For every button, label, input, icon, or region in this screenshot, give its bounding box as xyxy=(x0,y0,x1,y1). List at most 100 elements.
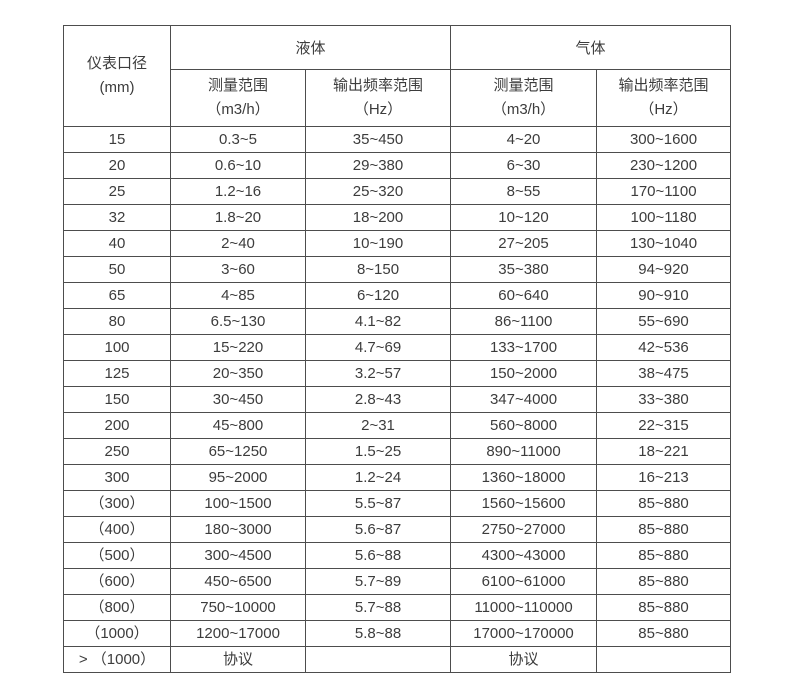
liquid-freq-cell: 5.6~87 xyxy=(304,516,452,543)
table-row: （800） 750~10000 5.7~88 11000~110000 85~880 xyxy=(63,594,732,621)
header-diameter-unit: (mm) xyxy=(99,79,135,96)
table-row: 300 95~2000 1.2~24 1360~18000 16~213 xyxy=(63,464,732,491)
diameter-cell: 80 xyxy=(63,308,171,335)
gas-freq-cell: 85~880 xyxy=(596,568,732,595)
diameter-cell: （800） xyxy=(63,594,171,621)
gas-freq-cell: 94~920 xyxy=(596,256,732,283)
diameter-cell: （600） xyxy=(63,568,171,595)
diameter-cell: 300 xyxy=(63,464,171,491)
liquid-measure-cell: 4~85 xyxy=(170,282,306,309)
liquid-freq-cell: 10~190 xyxy=(304,230,452,257)
header-gas-freq-range: 输出频率范围 （Hz） xyxy=(596,69,732,127)
table-row: 150 30~450 2.8~43 347~4000 33~380 xyxy=(63,386,732,413)
gas-freq-cell: 85~880 xyxy=(596,620,732,647)
gas-measure-cell: 4~20 xyxy=(450,126,598,153)
header-gas: 气体 xyxy=(450,25,732,70)
freq-range-unit: （Hz） xyxy=(353,101,403,118)
liquid-freq-cell: 1.5~25 xyxy=(304,438,452,465)
table-row: 40 2~40 10~190 27~205 130~1040 xyxy=(63,230,732,257)
gas-freq-cell: 85~880 xyxy=(596,490,732,517)
gas-freq-cell: 55~690 xyxy=(596,308,732,335)
gas-freq-cell: 42~536 xyxy=(596,334,732,361)
header-liquid: 液体 xyxy=(169,25,452,70)
gas-freq-cell: 18~221 xyxy=(596,438,732,465)
liquid-measure-cell: 15~220 xyxy=(170,334,306,361)
gas-freq-cell: 100~1180 xyxy=(596,204,732,231)
freq-range-label: 输出频率范围 xyxy=(333,77,424,94)
gas-measure-cell: 2750~27000 xyxy=(450,516,598,543)
gas-measure-cell: 27~205 xyxy=(450,230,598,257)
table-row: 200 45~800 2~31 560~8000 22~315 xyxy=(63,412,732,439)
liquid-freq-cell: 25~320 xyxy=(304,178,452,205)
table-row: 15 0.3~5 35~450 4~20 300~1600 xyxy=(63,126,732,153)
gas-freq-cell: 170~1100 xyxy=(596,178,732,205)
liquid-measure-cell: 1.8~20 xyxy=(170,204,306,231)
liquid-freq-cell: 1.2~24 xyxy=(304,464,452,491)
liquid-freq-cell: 18~200 xyxy=(304,204,452,231)
gas-freq-cell xyxy=(596,646,732,673)
liquid-measure-cell: 95~2000 xyxy=(170,464,306,491)
gas-measure-cell: 6~30 xyxy=(450,152,598,179)
gas-freq-cell: 90~910 xyxy=(596,282,732,309)
diameter-cell: 100 xyxy=(63,334,171,361)
gas-measure-cell: 35~380 xyxy=(450,256,598,283)
diameter-cell: 65 xyxy=(63,282,171,309)
gas-measure-cell: 1560~15600 xyxy=(450,490,598,517)
liquid-measure-cell: 3~60 xyxy=(170,256,306,283)
diameter-cell: 40 xyxy=(63,230,171,257)
diameter-cell: 15 xyxy=(63,126,171,153)
liquid-freq-cell: 2~31 xyxy=(304,412,452,439)
liquid-freq-cell: 4.1~82 xyxy=(304,308,452,335)
gas-freq-cell: 230~1200 xyxy=(596,152,732,179)
table-row: 50 3~60 8~150 35~380 94~920 xyxy=(63,256,732,283)
gas-freq-cell: 16~213 xyxy=(596,464,732,491)
liquid-freq-cell: 5.7~88 xyxy=(304,594,452,621)
liquid-freq-cell: 2.8~43 xyxy=(304,386,452,413)
liquid-measure-cell: 100~1500 xyxy=(170,490,306,517)
header-diameter: 仪表口径 (mm) xyxy=(63,25,171,127)
liquid-measure-cell: 1200~17000 xyxy=(170,620,306,647)
gas-measure-cell: 4300~43000 xyxy=(450,542,598,569)
gas-freq-cell: 22~315 xyxy=(596,412,732,439)
table-row: 125 20~350 3.2~57 150~2000 38~475 xyxy=(63,360,732,387)
liquid-freq-cell: 5.5~87 xyxy=(304,490,452,517)
freq-range-label: 输出频率范围 xyxy=(618,77,709,94)
table-row: （600） 450~6500 5.7~89 6100~61000 85~880 xyxy=(63,568,732,595)
gas-measure-cell: 8~55 xyxy=(450,178,598,205)
table-row: （1000） 1200~17000 5.8~88 17000~170000 85~880 xyxy=(63,620,732,647)
table-row: （400） 180~3000 5.6~87 2750~27000 85~880 xyxy=(63,516,732,543)
gas-freq-cell: 85~880 xyxy=(596,542,732,569)
spec-table-container: 仪表口径 (mm) 液体 气体 测量范围 （m3/h） 输出频率范围 （Hz） … xyxy=(63,25,732,673)
diameter-cell: （500） xyxy=(63,542,171,569)
table-row: 20 0.6~10 29~380 6~30 230~1200 xyxy=(63,152,732,179)
flowmeter-spec-table: 仪表口径 (mm) 液体 气体 测量范围 （m3/h） 输出频率范围 （Hz） … xyxy=(63,25,732,673)
diameter-cell: 150 xyxy=(63,386,171,413)
table-row: 250 65~1250 1.5~25 890~11000 18~221 xyxy=(63,438,732,465)
table-row: 32 1.8~20 18~200 10~120 100~1180 xyxy=(63,204,732,231)
diameter-cell: 32 xyxy=(63,204,171,231)
table-body: 15 0.3~5 35~450 4~20 300~1600 20 0.6~10 29~380 6… xyxy=(63,126,732,673)
liquid-freq-cell: 35~450 xyxy=(304,126,452,153)
gas-measure-cell: 6100~61000 xyxy=(450,568,598,595)
liquid-freq-cell: 8~150 xyxy=(304,256,452,283)
diameter-cell: 250 xyxy=(63,438,171,465)
table-row: （500） 300~4500 5.6~88 4300~43000 85~880 xyxy=(63,542,732,569)
diameter-cell: （300） xyxy=(63,490,171,517)
liquid-measure-cell: 2~40 xyxy=(170,230,306,257)
liquid-freq-cell xyxy=(304,646,452,673)
diameter-cell: （1000） xyxy=(63,620,171,647)
gas-freq-cell: 300~1600 xyxy=(596,126,732,153)
liquid-measure-cell: 30~450 xyxy=(170,386,306,413)
table-row: 80 6.5~130 4.1~82 86~1100 55~690 xyxy=(63,308,732,335)
freq-range-unit: （Hz） xyxy=(639,101,688,118)
diameter-cell: > （1000） xyxy=(63,646,171,673)
liquid-measure-cell: 45~800 xyxy=(170,412,306,439)
header-diameter-label: 仪表口径 xyxy=(86,55,147,72)
measure-range-unit: （m3/h） xyxy=(206,101,270,118)
gas-measure-cell: 60~640 xyxy=(450,282,598,309)
gas-measure-cell: 347~4000 xyxy=(450,386,598,413)
diameter-cell: （400） xyxy=(63,516,171,543)
liquid-measure-cell: 180~3000 xyxy=(170,516,306,543)
gas-measure-cell: 10~120 xyxy=(450,204,598,231)
liquid-measure-cell: 20~350 xyxy=(170,360,306,387)
